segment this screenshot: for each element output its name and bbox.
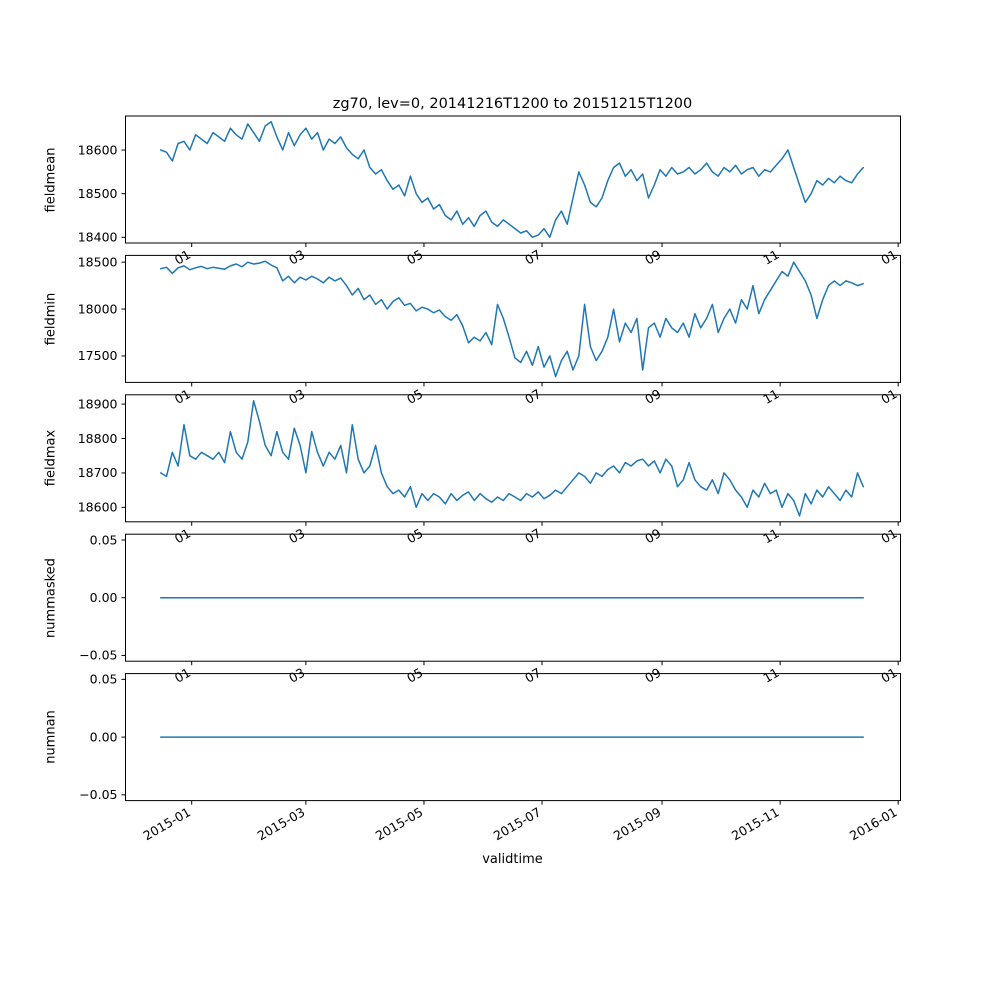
x-tick-label: 03 xyxy=(286,665,307,686)
x-tick-label: 2015-07 xyxy=(491,804,544,843)
x-tick-label: 01 xyxy=(878,386,899,407)
x-tick-label: 09 xyxy=(642,525,663,546)
x-tick-label: 03 xyxy=(286,386,307,407)
x-tick-label: 01 xyxy=(172,386,193,407)
x-tick-label: 11 xyxy=(760,665,781,686)
x-tick-label: 2016-01 xyxy=(847,804,900,843)
y-tick-label: 0.00 xyxy=(90,590,118,605)
line-fieldmean xyxy=(159,120,865,239)
subplot-fieldmean: 18400 18500 18600 01 03 05 07 09 11 01 xyxy=(78,115,901,268)
x-tick-label: 05 xyxy=(404,665,425,686)
y-tick-label: 18900 xyxy=(78,396,118,411)
x-tick-label: 05 xyxy=(404,525,425,546)
line-fieldmin xyxy=(159,260,865,378)
axes-frame xyxy=(125,254,901,383)
x-tick-label: 2015-03 xyxy=(255,804,308,843)
line-fieldmax xyxy=(159,399,865,517)
subplot-numnan: −0.05 0.00 0.05 2015-01 2015-03 2015-05 2015-0… xyxy=(79,672,901,843)
x-tick-label: 01 xyxy=(878,525,899,546)
x-tick-label: 01 xyxy=(878,665,899,686)
subplot-fieldmax: 18600 18700 18800 18900 01 03 05 07 09 11 01 xyxy=(78,394,901,546)
x-tick-label: 01 xyxy=(878,247,899,268)
subplot-nummasked: −0.05 0.00 0.05 01 03 05 07 09 11 01 xyxy=(79,532,901,686)
y-tick-label: 18000 xyxy=(78,301,118,316)
x-tick-label: 09 xyxy=(642,247,663,268)
x-tick-label: 07 xyxy=(522,525,543,546)
x-tick-label: 2015-05 xyxy=(373,804,426,843)
y-tick-label: 18400 xyxy=(78,230,118,245)
x-tick-label: 09 xyxy=(642,386,663,407)
axes-frame xyxy=(125,394,901,523)
y-tick-label: 0.00 xyxy=(90,729,118,744)
y-tick-label: 18600 xyxy=(78,142,118,157)
x-tick-label: 05 xyxy=(404,247,425,268)
y-tick-label: 18600 xyxy=(78,500,118,515)
x-tick-label: 2015-11 xyxy=(729,804,782,843)
x-tick-label: 03 xyxy=(286,525,307,546)
y-tick-label: 0.05 xyxy=(90,532,118,547)
y-tick-label: 0.05 xyxy=(90,672,118,687)
x-tick-label: 01 xyxy=(172,525,193,546)
y-tick-label: −0.05 xyxy=(79,787,117,802)
y-tick-label: 18500 xyxy=(78,254,118,269)
x-tick-label: 11 xyxy=(760,525,781,546)
x-tick-label: 03 xyxy=(286,247,307,268)
x-tick-label: 09 xyxy=(642,665,663,686)
x-tick-label: 07 xyxy=(522,247,543,268)
x-axis-label: validtime xyxy=(482,852,543,867)
x-tick-label: 11 xyxy=(760,247,781,268)
x-tick-label: 01 xyxy=(172,665,193,686)
x-tick-label: 2015-09 xyxy=(611,804,664,843)
x-tick-label: 2015-01 xyxy=(140,804,193,843)
x-tick-label: 07 xyxy=(522,386,543,407)
subplot-fieldmin: 17500 18000 18500 01 03 05 07 09 11 01 xyxy=(78,254,901,407)
x-tick-label: 01 xyxy=(172,247,193,268)
y-tick-label: 18700 xyxy=(78,465,118,480)
figure-title: zg70, lev=0, 20141216T1200 to 20151215T1… xyxy=(332,96,693,112)
y-tick-label: 18800 xyxy=(78,431,118,446)
x-tick-label: 07 xyxy=(522,665,543,686)
y-tick-label: −0.05 xyxy=(79,648,117,663)
x-tick-label: 11 xyxy=(760,386,781,407)
axes-frame xyxy=(125,115,901,244)
y-tick-label: 17500 xyxy=(78,348,118,363)
x-tick-label: 05 xyxy=(404,386,425,407)
y-tick-label: 18500 xyxy=(78,186,118,201)
